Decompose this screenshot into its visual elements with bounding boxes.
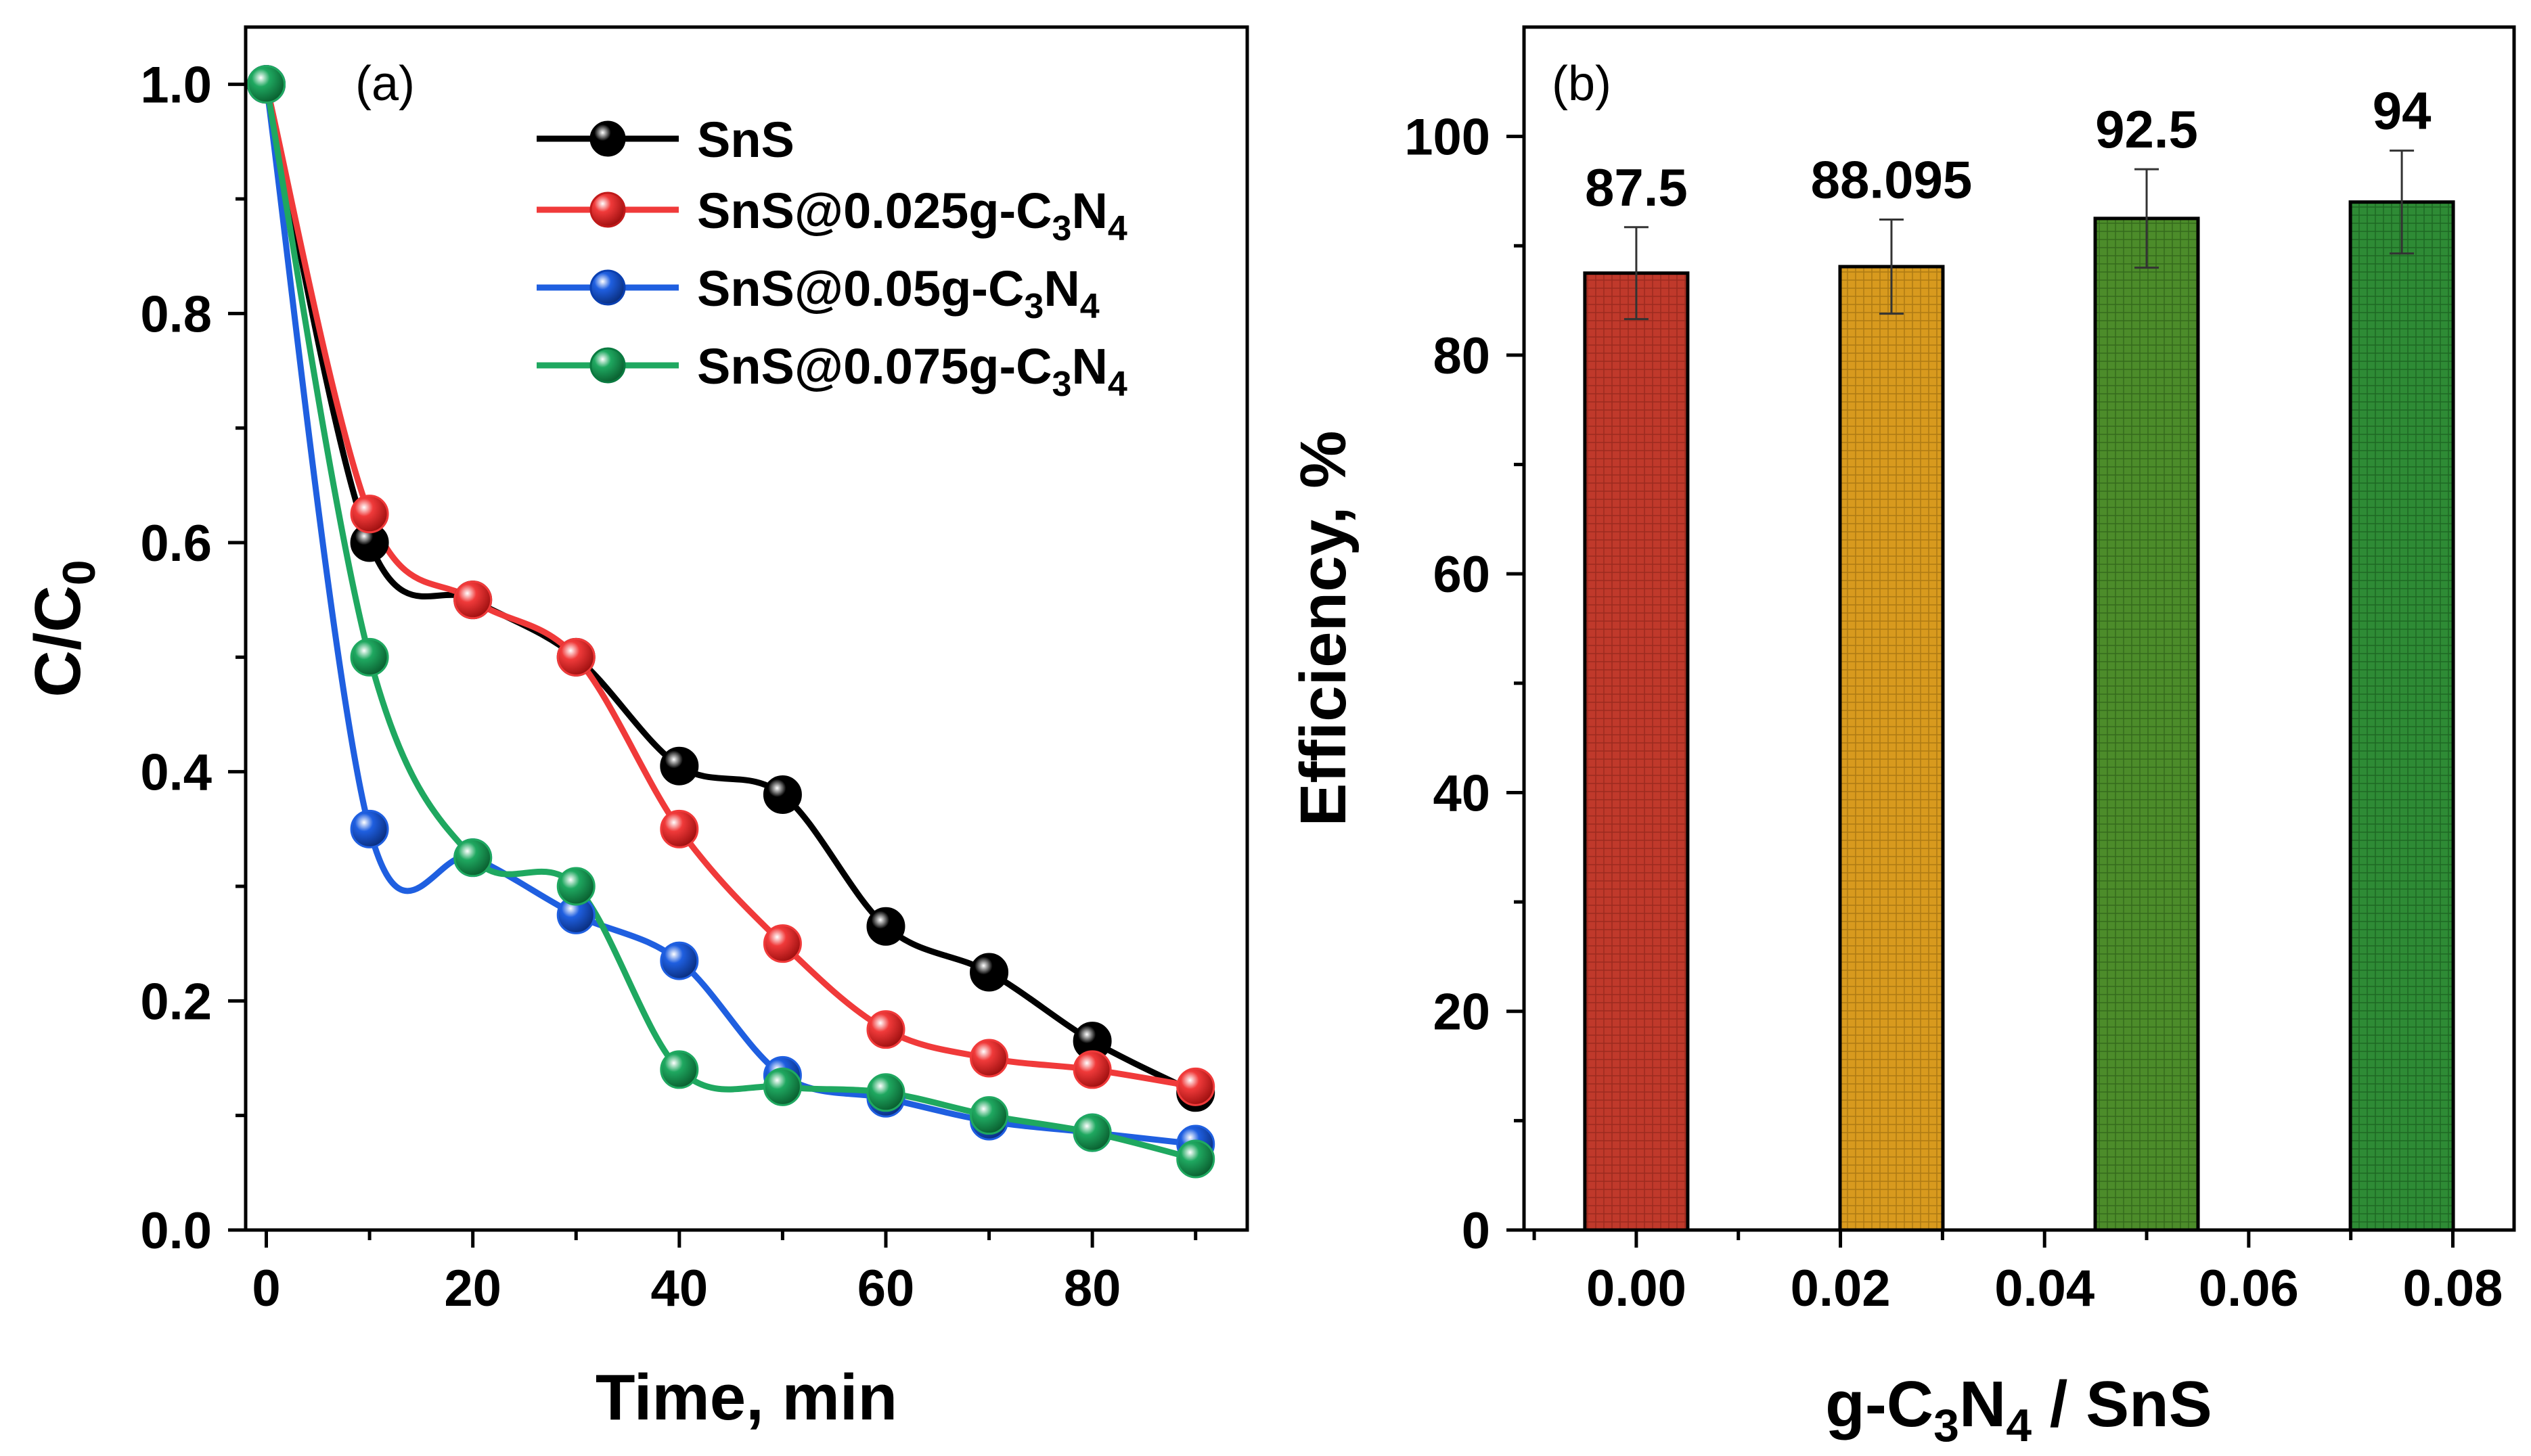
bar-value-label: 92.5 bbox=[2095, 99, 2198, 159]
data-point bbox=[556, 867, 596, 906]
x-tick-label: 20 bbox=[444, 1260, 501, 1317]
bar bbox=[2093, 217, 2200, 1232]
x-tick-label: 0.08 bbox=[2403, 1260, 2503, 1317]
y-tick-label: 0.2 bbox=[140, 973, 212, 1030]
data-point bbox=[970, 953, 1009, 992]
y-axis-title-a: C/C0 bbox=[22, 560, 105, 697]
x-tick-label: 0 bbox=[252, 1260, 280, 1317]
bar-value-label: 88.095 bbox=[1811, 150, 1973, 210]
x-tick-label: 0.04 bbox=[1994, 1260, 2095, 1317]
bar-value-label: 94 bbox=[2373, 81, 2432, 141]
legend-entry: SnS@0.05g-C3N4 bbox=[537, 260, 1100, 326]
data-point bbox=[1073, 1113, 1112, 1152]
y-tick-label: 0.8 bbox=[140, 286, 212, 343]
legend-entry: SnS@0.075g-C3N4 bbox=[537, 338, 1127, 404]
data-point bbox=[350, 637, 389, 677]
data-point bbox=[763, 924, 802, 963]
data-point bbox=[660, 746, 699, 786]
data-point bbox=[453, 838, 493, 878]
y-tick-label: 0.6 bbox=[140, 515, 212, 572]
y-tick-label: 1.0 bbox=[140, 57, 212, 114]
chart-panel-b: 87.5 88.095 92.5 94 0 20 40 60 80 100 0.00 0.02 0.0… bbox=[1287, 25, 2516, 1451]
legend-label: SnS bbox=[697, 112, 794, 168]
error-bar bbox=[1879, 219, 1904, 315]
x-tick-label: 40 bbox=[651, 1260, 709, 1317]
data-point-group bbox=[247, 65, 1215, 1179]
bar-group: 87.5 88.095 92.5 94 bbox=[1583, 81, 2455, 1232]
legend-swatch-marker bbox=[589, 120, 626, 157]
x-tick-label: 80 bbox=[1064, 1260, 1121, 1317]
data-point bbox=[453, 581, 493, 620]
data-point bbox=[970, 1039, 1009, 1078]
x-tick-label: 60 bbox=[857, 1260, 915, 1317]
y-tick-label: 0 bbox=[1462, 1202, 1490, 1260]
legend-label: SnS@0.025g-C3N4 bbox=[697, 183, 1127, 248]
y-tick-label: 20 bbox=[1433, 984, 1490, 1041]
x-tick-label: 0.06 bbox=[2199, 1260, 2299, 1317]
data-point bbox=[866, 1073, 905, 1112]
data-point bbox=[970, 1096, 1009, 1135]
x-axis-title-a: Time, min bbox=[596, 1361, 897, 1434]
y-axis-title-b: Efficiency, % bbox=[1287, 430, 1360, 826]
y-tick-label: 0.4 bbox=[140, 744, 212, 802]
y-tick-label: 60 bbox=[1433, 546, 1490, 604]
bar bbox=[1838, 265, 1945, 1232]
plot-frame-b bbox=[1522, 25, 2516, 1232]
data-point bbox=[350, 809, 389, 848]
legend-entry: SnS bbox=[537, 112, 794, 168]
data-point bbox=[763, 775, 802, 815]
legend-label: SnS@0.075g-C3N4 bbox=[697, 338, 1127, 404]
legend-swatch-marker bbox=[589, 269, 626, 306]
y-tick-label: 0.0 bbox=[140, 1202, 212, 1260]
data-point bbox=[660, 941, 699, 980]
legend-a: SnS SnS@0.025g-C3N4 SnS@0.05g-C3N4 SnS@0… bbox=[537, 112, 1127, 404]
data-point bbox=[556, 637, 596, 677]
x-axis-title-b: g-C3N4 / SnS bbox=[1825, 1368, 2212, 1451]
plot-frame-a bbox=[244, 25, 1249, 1232]
bar-value-label: 87.5 bbox=[1585, 158, 1688, 217]
chart-panel-a: 0.0 0.2 0.4 0.6 0.8 1.0 0 20 40 60 80 (a) SnS SnS@… bbox=[22, 25, 1249, 1434]
data-point bbox=[866, 907, 905, 946]
bar bbox=[1583, 271, 1690, 1232]
data-point bbox=[1176, 1067, 1215, 1106]
legend-label: SnS@0.05g-C3N4 bbox=[697, 260, 1100, 326]
axis-ticks-a: 0.0 0.2 0.4 0.6 0.8 1.0 0 20 40 60 80 bbox=[140, 57, 1198, 1317]
x-tick-label: 0.00 bbox=[1586, 1260, 1686, 1317]
error-bar bbox=[2134, 168, 2159, 269]
data-point bbox=[247, 65, 286, 104]
legend-swatch-marker bbox=[589, 347, 626, 384]
legend-entry: SnS@0.025g-C3N4 bbox=[537, 183, 1127, 248]
axis-ticks-b: 0 20 40 60 80 100 0.00 0.02 0.04 0.06 0.08 bbox=[1404, 109, 2503, 1317]
panel-label-a: (a) bbox=[355, 57, 415, 111]
x-tick-label: 0.02 bbox=[1791, 1260, 1891, 1317]
error-bar bbox=[2390, 150, 2415, 255]
bar bbox=[2348, 200, 2455, 1232]
legend-swatch-marker bbox=[589, 191, 626, 228]
data-point bbox=[866, 1010, 905, 1049]
data-point bbox=[1073, 1050, 1112, 1089]
y-tick-label: 100 bbox=[1404, 109, 1490, 166]
data-point bbox=[763, 1067, 802, 1106]
panel-label-b: (b) bbox=[1552, 57, 1611, 111]
y-tick-label: 80 bbox=[1433, 327, 1490, 385]
data-point bbox=[660, 1050, 699, 1089]
y-tick-label: 40 bbox=[1433, 765, 1490, 822]
data-point bbox=[660, 809, 699, 848]
data-point bbox=[350, 495, 389, 534]
data-point bbox=[1176, 1139, 1215, 1179]
error-bar bbox=[1623, 226, 1649, 321]
